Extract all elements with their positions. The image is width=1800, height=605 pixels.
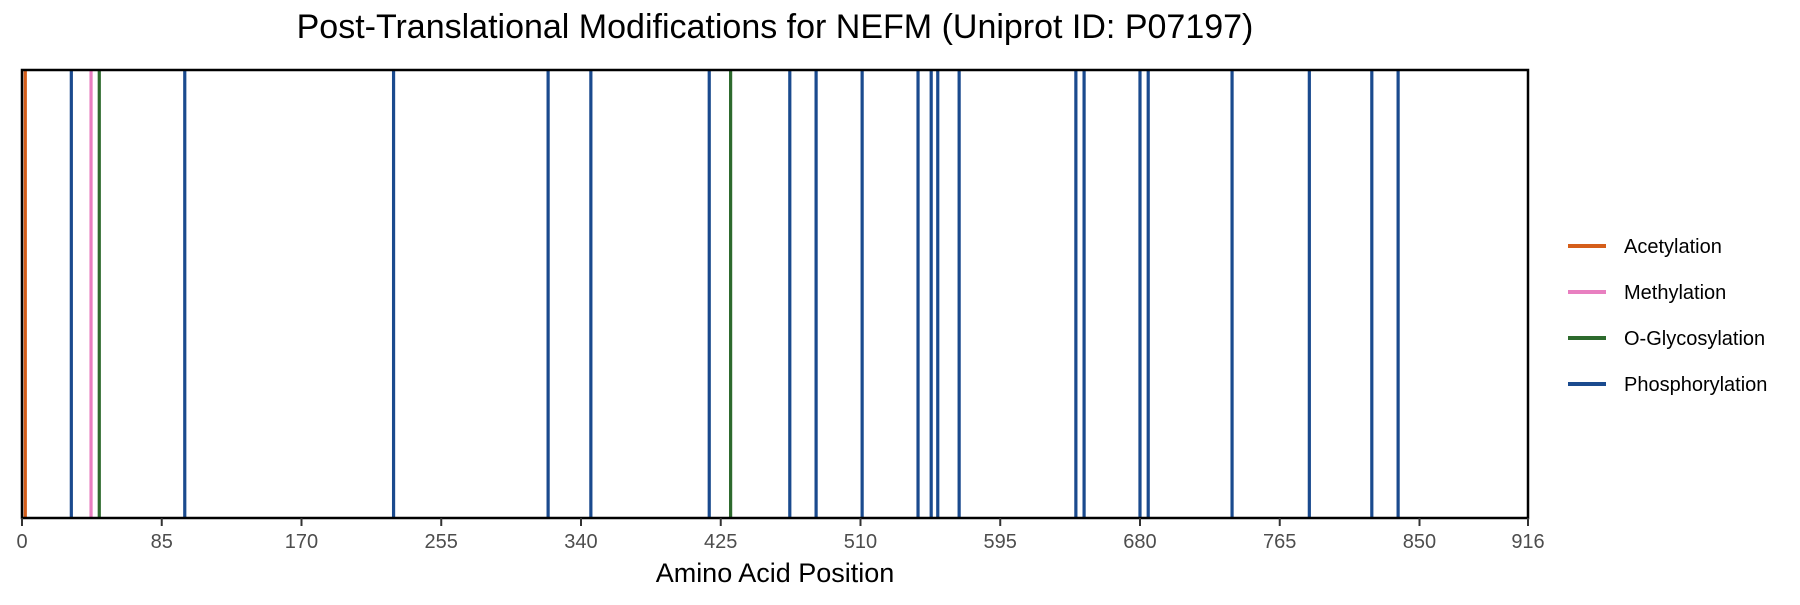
- x-tick-label-255: 255: [425, 531, 458, 553]
- x-tick-label-916: 916: [1511, 531, 1544, 553]
- x-axis-title: Amino Acid Position: [656, 558, 895, 588]
- x-tick-label-850: 850: [1403, 531, 1436, 553]
- legend-label-methylation: Methylation: [1624, 282, 1726, 304]
- legend-item-phosphorylation: Phosphorylation: [1568, 374, 1767, 396]
- x-tick-label-85: 85: [151, 531, 173, 553]
- plot-frame: [20, 68, 1530, 520]
- legend-item-methylation: Methylation: [1568, 282, 1726, 304]
- legend-item-acetylation: Acetylation: [1568, 236, 1722, 258]
- x-tick-label-0: 0: [16, 531, 27, 553]
- legend-label-o-glycosylation: O-Glycosylation: [1624, 328, 1765, 350]
- x-axis: 0 85 170 255 340 425 510 595 680 765 850 916: [16, 518, 1545, 553]
- x-tick-label-680: 680: [1123, 531, 1156, 553]
- legend-item-o-glycosylation: O-Glycosylation: [1568, 328, 1765, 350]
- x-tick-label-340: 340: [564, 531, 597, 553]
- x-tick-label-170: 170: [285, 531, 318, 553]
- legend: Acetylation Methylation O-Glycosylation Pho…: [1568, 236, 1767, 396]
- x-tick-label-765: 765: [1263, 531, 1296, 553]
- x-tick-label-595: 595: [984, 531, 1017, 553]
- ptm-marks: [23, 70, 1400, 518]
- x-tick-label-425: 425: [704, 531, 737, 553]
- chart-title: Post-Translational Modifications for NEF…: [297, 8, 1254, 46]
- x-tick-label-510: 510: [844, 531, 877, 553]
- legend-label-acetylation: Acetylation: [1624, 236, 1722, 258]
- legend-label-phosphorylation: Phosphorylation: [1624, 374, 1767, 396]
